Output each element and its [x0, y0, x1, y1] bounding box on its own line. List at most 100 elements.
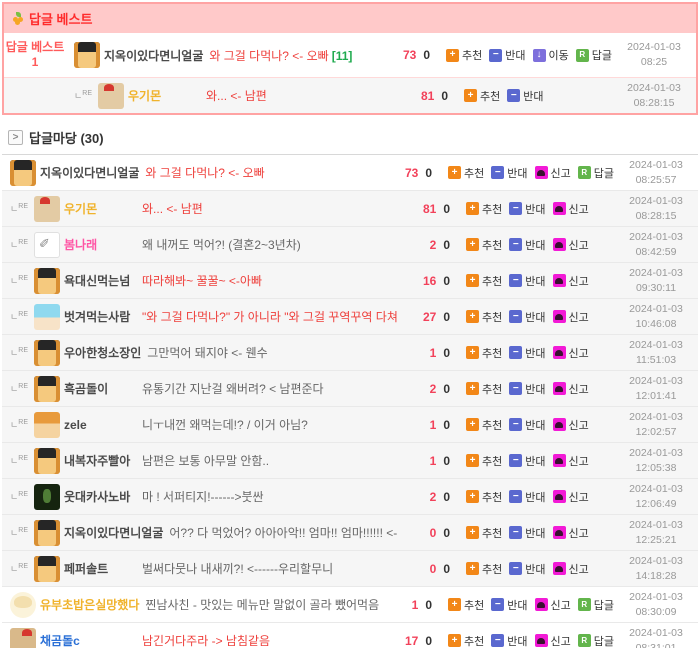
username-link[interactable]: 봄나래: [64, 238, 98, 252]
report-icon: [552, 310, 566, 323]
reply-button[interactable]: R 답글: [577, 597, 614, 613]
downvote-count: 0: [443, 561, 450, 576]
recommend-button[interactable]: + 추천: [466, 417, 502, 433]
oppose-button[interactable]: − 반대: [489, 47, 526, 63]
username-link[interactable]: 채곰돌c: [40, 634, 80, 648]
username-link[interactable]: 지옥이있다면니얼굴: [64, 526, 164, 540]
oppose-button[interactable]: − 반대: [509, 273, 546, 289]
timestamp: 2024-01-03 12:25:21: [629, 518, 683, 546]
report-button[interactable]: 신고: [552, 237, 589, 253]
action-buttons: + 추천 − 반대 신고: [454, 201, 614, 217]
report-button[interactable]: 신고: [552, 309, 589, 325]
black-hat-avatar-icon[interactable]: [34, 375, 60, 402]
blue-hair-avatar-icon[interactable]: [34, 303, 60, 330]
comment-row: ㄴRE 지옥이있다면니얼굴 어?? 다 먹었어? 아아아악!! 엄마!! 엄마!…: [2, 515, 698, 551]
username-link[interactable]: 지옥이있다면니얼굴: [40, 166, 140, 180]
oppose-icon: −: [509, 346, 523, 359]
black-hat-avatar-icon[interactable]: [34, 339, 60, 366]
orange-hair-avatar-icon[interactable]: [34, 411, 60, 438]
oppose-button[interactable]: − 반대: [491, 633, 528, 648]
reply-indicator-icon: ㄴRE: [10, 311, 29, 322]
black-hat-avatar-icon[interactable]: [34, 447, 60, 474]
username-link[interactable]: 흑곰돌이: [64, 382, 109, 396]
action-buttons: + 추천 − 반대 신고: [454, 345, 614, 361]
oppose-button[interactable]: − 반대: [509, 453, 546, 469]
recommend-button[interactable]: + 추천: [466, 525, 502, 541]
username-link[interactable]: 욕대신먹는넘: [64, 274, 131, 288]
dog-santa-avatar-icon[interactable]: [34, 195, 60, 222]
report-icon: [552, 346, 566, 359]
reply-button[interactable]: R 답글: [577, 633, 614, 648]
report-button[interactable]: 신고: [552, 345, 589, 361]
inari-avatar-icon[interactable]: [10, 591, 36, 618]
comment-text: 왜 내꺼도 먹어?! (결혼2~3년차): [142, 238, 301, 252]
recommend-button[interactable]: + 추천: [464, 88, 500, 104]
comment-row: ㄴRE 채곰돌c 남긴거다주라 -> 남침같음 170 +추천−반대신고R답글 …: [2, 623, 698, 648]
report-button[interactable]: 신고: [552, 273, 589, 289]
oppose-button[interactable]: − 반대: [509, 309, 546, 325]
reply-button[interactable]: R 답글: [575, 47, 612, 63]
move-button[interactable]: ↓ 이동: [532, 47, 569, 63]
comment-reply-count[interactable]: [11]: [331, 48, 353, 63]
oppose-button[interactable]: − 반대: [509, 201, 546, 217]
oppose-button[interactable]: − 반대: [509, 381, 546, 397]
username-link[interactable]: 웃대카사노바: [64, 490, 131, 504]
reply-list-header: > 답글마당 (30): [2, 119, 698, 155]
recommend-button[interactable]: + 추천: [466, 201, 502, 217]
recommend-button[interactable]: + 추천: [446, 47, 482, 63]
username-link[interactable]: 페퍼솔트: [64, 562, 109, 576]
report-button[interactable]: 신고: [552, 201, 589, 217]
recommend-button[interactable]: + 추천: [448, 165, 484, 181]
dark-green-avatar-icon[interactable]: [34, 483, 60, 510]
oppose-button[interactable]: − 반대: [509, 417, 546, 433]
recommend-button[interactable]: + 추천: [466, 561, 502, 577]
reply-button[interactable]: R 답글: [577, 165, 614, 181]
report-button[interactable]: 신고: [534, 597, 571, 613]
username-link[interactable]: 유부초밥은실망했다: [40, 598, 140, 612]
black-hat-avatar-icon[interactable]: [10, 159, 36, 186]
black-hat-avatar-icon[interactable]: [34, 555, 60, 582]
expand-box-icon[interactable]: >: [8, 130, 23, 145]
black-hat-avatar-icon[interactable]: [74, 42, 100, 68]
recommend-button[interactable]: + 추천: [466, 381, 502, 397]
oppose-button[interactable]: − 반대: [491, 165, 528, 181]
oppose-button[interactable]: − 반대: [507, 88, 544, 104]
report-button[interactable]: 신고: [552, 453, 589, 469]
username-link[interactable]: 우아한청소장인: [64, 346, 142, 360]
username-link[interactable]: zele: [64, 417, 87, 432]
report-button[interactable]: 신고: [552, 489, 589, 505]
dog-santa-avatar-icon[interactable]: [98, 82, 124, 109]
bear-santa-avatar-icon[interactable]: [10, 627, 36, 648]
oppose-button[interactable]: − 반대: [509, 345, 546, 361]
report-button[interactable]: 신고: [552, 417, 589, 433]
recommend-icon: +: [448, 598, 461, 611]
username-link[interactable]: 내복자주빨아: [64, 454, 131, 468]
doodle-avatar-icon[interactable]: [34, 231, 60, 258]
black-hat-avatar-icon[interactable]: [34, 519, 60, 546]
recommend-button[interactable]: + 추천: [448, 633, 484, 648]
username-link[interactable]: 우기몬: [64, 202, 98, 216]
black-hat-avatar-icon[interactable]: [34, 267, 60, 294]
reply-icon: R: [575, 48, 589, 62]
recommend-button[interactable]: + 추천: [448, 597, 484, 613]
oppose-button[interactable]: − 반대: [509, 525, 546, 541]
oppose-button[interactable]: − 반대: [509, 489, 546, 505]
recommend-button[interactable]: + 추천: [466, 489, 502, 505]
report-button[interactable]: 신고: [552, 561, 589, 577]
oppose-button[interactable]: − 반대: [509, 561, 546, 577]
username-link[interactable]: 지옥이있다면니얼굴: [104, 48, 204, 63]
recommend-button[interactable]: + 추천: [466, 273, 502, 289]
username-link[interactable]: 벗겨먹는사람: [64, 310, 131, 324]
recommend-button[interactable]: + 추천: [466, 453, 502, 469]
recommend-button[interactable]: + 추천: [466, 237, 502, 253]
report-button[interactable]: 신고: [534, 633, 571, 648]
recommend-button[interactable]: + 추천: [466, 309, 502, 325]
report-button[interactable]: 신고: [552, 525, 589, 541]
username-link[interactable]: 우기몬: [128, 89, 162, 103]
report-button[interactable]: 신고: [534, 165, 571, 181]
oppose-button[interactable]: − 반대: [509, 237, 546, 253]
report-button[interactable]: 신고: [552, 381, 589, 397]
recommend-button[interactable]: + 추천: [466, 345, 502, 361]
oppose-button[interactable]: − 반대: [491, 597, 528, 613]
